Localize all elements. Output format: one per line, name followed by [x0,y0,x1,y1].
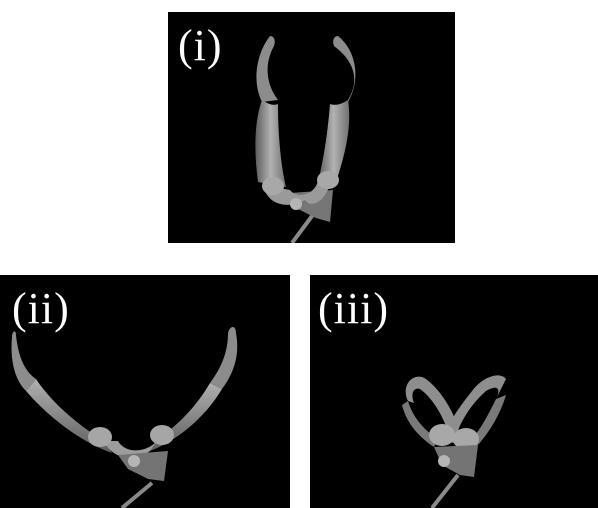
panel-iii: (iii) [310,275,598,508]
panel-label-iii: (iii) [318,284,389,333]
gripper-image-open [255,36,356,243]
panel-label-ii: (ii) [12,284,70,333]
panel-label-i: (i) [178,21,223,70]
panel-ii: (ii) [0,275,290,508]
gripper-image-wide-open [11,327,238,508]
panel-i: (i) [168,12,455,243]
gripper-image-closed [402,375,506,508]
